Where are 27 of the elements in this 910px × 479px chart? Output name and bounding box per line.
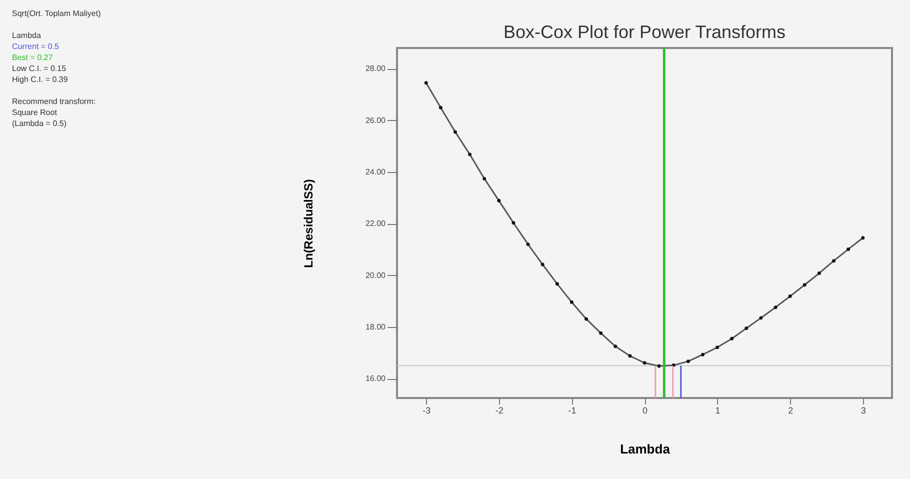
text: High C.I. = 0.39 bbox=[12, 75, 68, 84]
y-tick-label: 18.00 bbox=[365, 322, 386, 332]
line-series bbox=[424, 81, 865, 368]
y-tick-label: 26.00 bbox=[365, 116, 386, 125]
text: Recommend transform: bbox=[12, 97, 96, 106]
text: Square Root bbox=[12, 108, 58, 117]
ref-line-label: Best = 0.27 bbox=[12, 53, 54, 62]
y-tick-label: 16.00 bbox=[365, 374, 386, 384]
text: (Lambda = 0.5) bbox=[12, 119, 67, 128]
ref-line-label: Current = 0.5 bbox=[12, 42, 60, 51]
x-tick-label: 2 bbox=[788, 406, 794, 416]
x-tick-label: -3 bbox=[422, 406, 431, 416]
x-tick-label: 1 bbox=[715, 406, 720, 416]
x-tick-label: -2 bbox=[495, 406, 504, 416]
y-tick-label: 20.00 bbox=[365, 270, 386, 280]
x-tick-label: 3 bbox=[860, 406, 866, 416]
text: Low C.I. = 0.15 bbox=[12, 64, 67, 73]
text: Lambda bbox=[12, 31, 42, 40]
y-axis-title: Ln(ResidualSS) bbox=[301, 179, 316, 268]
x-tick-label: -1 bbox=[568, 406, 576, 416]
text: Sqrt(Ort. Toplam Maliyet) bbox=[12, 9, 102, 18]
x-axis-title: Lambda bbox=[620, 442, 671, 456]
chart-title: Box-Cox Plot for Power Transforms bbox=[503, 22, 786, 42]
x-tick-label: 0 bbox=[642, 406, 648, 416]
y-tick-label: 24.00 bbox=[365, 167, 386, 176]
y-tick-label: 22.00 bbox=[365, 219, 386, 228]
y-tick-label: 28.00 bbox=[365, 64, 386, 74]
